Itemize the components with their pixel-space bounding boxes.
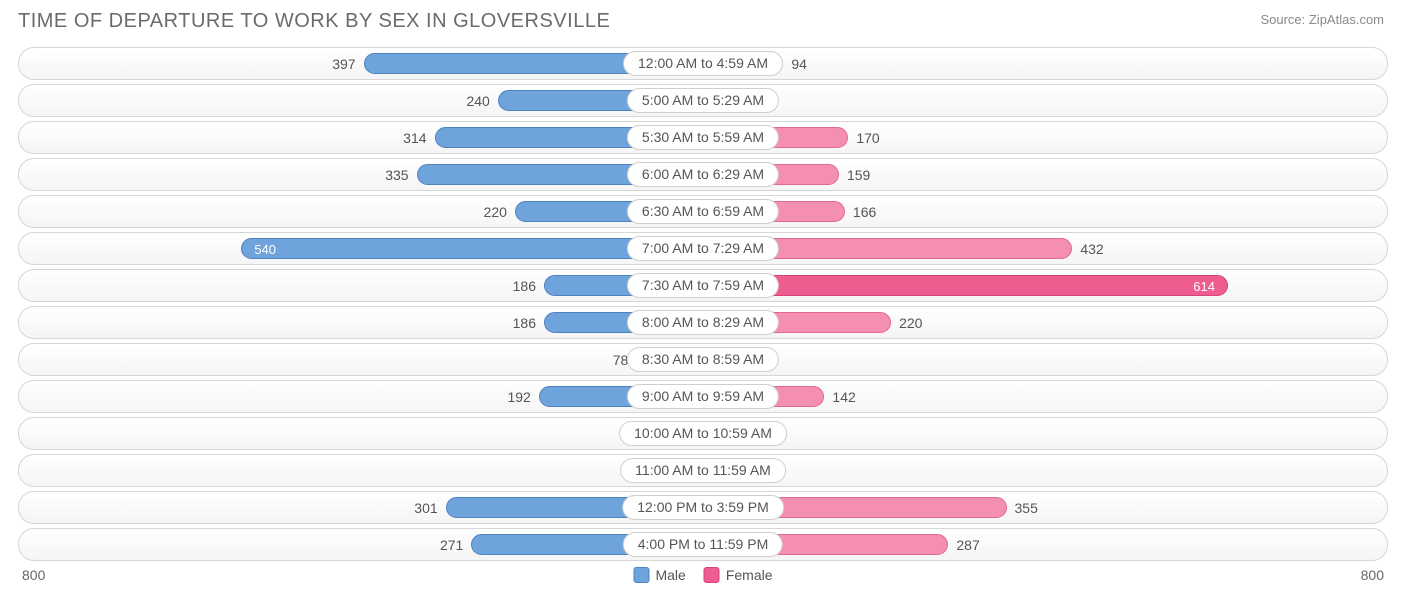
legend-male: Male: [633, 567, 685, 583]
time-range-label: 8:00 AM to 8:29 AM: [627, 310, 779, 335]
female-value: 355: [1015, 492, 1038, 525]
chart-row: 78548:30 AM to 8:59 AM: [18, 343, 1388, 376]
chart-row: 271 287 4:00 PM to 11:59 PM: [18, 528, 1388, 561]
chart-row: 335 159 6:00 AM to 6:29 AM: [18, 158, 1388, 191]
male-value: 314: [403, 122, 426, 155]
chart-row: 397 94 12:00 AM to 4:59 AM: [18, 47, 1388, 80]
time-range-label: 6:30 AM to 6:59 AM: [627, 199, 779, 224]
chart-row: 314 170 5:30 AM to 5:59 AM: [18, 121, 1388, 154]
female-swatch: [704, 567, 720, 583]
female-value: 614: [1185, 276, 1223, 297]
time-range-label: 12:00 AM to 4:59 AM: [623, 51, 783, 76]
chart-row: 192 142 9:00 AM to 9:59 AM: [18, 380, 1388, 413]
female-value: 166: [853, 196, 876, 229]
chart-row: 186 614 7:30 AM to 7:59 AM: [18, 269, 1388, 302]
male-value: 186: [513, 307, 536, 340]
diverging-bar-chart: 397 94 12:00 AM to 4:59 AM 240485:00 AM to …: [18, 47, 1388, 561]
male-swatch: [633, 567, 649, 583]
legend-female: Female: [704, 567, 773, 583]
female-value: 142: [832, 381, 855, 414]
male-value: 301: [414, 492, 437, 525]
chart-title: TIME OF DEPARTURE TO WORK BY SEX IN GLOV…: [18, 10, 1388, 33]
time-range-label: 6:00 AM to 6:29 AM: [627, 162, 779, 187]
chart-row: 421110:00 AM to 10:59 AM: [18, 417, 1388, 450]
chart-row: 240485:00 AM to 5:29 AM: [18, 84, 1388, 117]
time-range-label: 9:00 AM to 9:59 AM: [627, 384, 779, 409]
chart-row: 262411:00 AM to 11:59 AM: [18, 454, 1388, 487]
time-range-label: 5:30 AM to 5:59 AM: [627, 125, 779, 150]
legend-female-label: Female: [726, 567, 773, 583]
male-value: 271: [440, 529, 463, 562]
time-range-label: 4:00 PM to 11:59 PM: [623, 532, 783, 557]
chart-row: 301 355 12:00 PM to 3:59 PM: [18, 491, 1388, 524]
male-value: 192: [507, 381, 530, 414]
female-value: 287: [956, 529, 979, 562]
male-value: 186: [513, 270, 536, 303]
time-range-label: 5:00 AM to 5:29 AM: [627, 88, 779, 113]
chart-footer: 800 Male Female 800: [18, 567, 1388, 591]
male-value: 540: [246, 239, 284, 260]
female-value: 159: [847, 159, 870, 192]
time-range-label: 12:00 PM to 3:59 PM: [622, 495, 784, 520]
male-value: 397: [332, 48, 355, 81]
chart-row: 186 220 8:00 AM to 8:29 AM: [18, 306, 1388, 339]
time-range-label: 7:00 AM to 7:29 AM: [627, 236, 779, 261]
axis-max-right: 800: [1361, 567, 1384, 583]
time-range-label: 8:30 AM to 8:59 AM: [627, 347, 779, 372]
male-value: 240: [466, 85, 489, 118]
axis-max-left: 800: [22, 567, 45, 583]
chart-row: 220 166 6:30 AM to 6:59 AM: [18, 195, 1388, 228]
legend-male-label: Male: [655, 567, 685, 583]
chart-row: 540 432 7:00 AM to 7:29 AM: [18, 232, 1388, 265]
time-range-label: 10:00 AM to 10:59 AM: [619, 421, 787, 446]
female-value: 432: [1080, 233, 1103, 266]
female-value: 170: [856, 122, 879, 155]
female-bar: 614: [703, 275, 1228, 296]
female-value: 220: [899, 307, 922, 340]
female-value: 94: [791, 48, 807, 81]
time-range-label: 11:00 AM to 11:59 AM: [620, 458, 786, 483]
legend: Male Female: [633, 567, 772, 583]
time-range-label: 7:30 AM to 7:59 AM: [627, 273, 779, 298]
source-attribution: Source: ZipAtlas.com: [1260, 12, 1384, 27]
male-value: 335: [385, 159, 408, 192]
male-value: 220: [484, 196, 507, 229]
